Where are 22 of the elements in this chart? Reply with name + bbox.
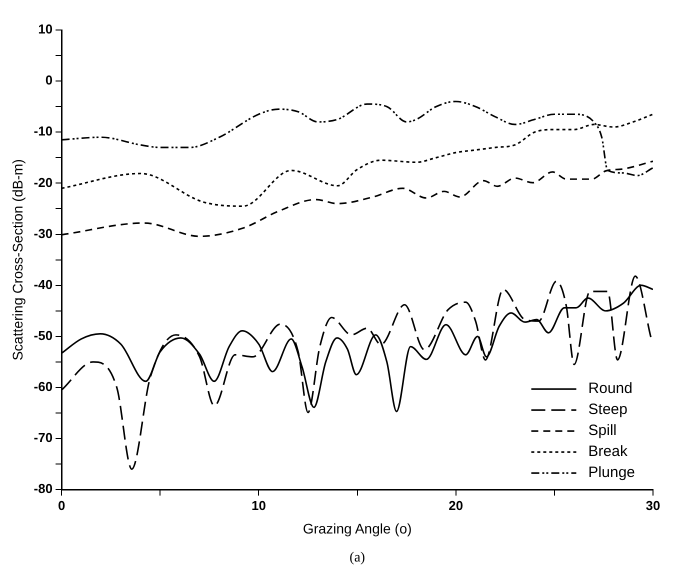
y-tick-label: -80 [34, 481, 53, 496]
y-tick-label: -30 [34, 226, 53, 241]
y-tick-label: 10 [38, 22, 53, 37]
y-tick-label: -60 [34, 379, 53, 394]
y-axis-title: Scattering Cross-Section (dB-m) [9, 159, 26, 361]
y-tick-label: -20 [34, 174, 53, 190]
legend-label: Steep [588, 401, 628, 418]
y-tick-label: 0 [45, 72, 53, 88]
legend-label: Plunge [588, 464, 636, 482]
y-tick-label: -10 [34, 124, 53, 139]
x-tick-label: 30 [646, 498, 660, 513]
y-tick-label: -50 [34, 328, 53, 343]
x-tick-label: 20 [448, 498, 464, 513]
legend-label: Spill [588, 422, 617, 440]
x-tick-label: 0 [58, 498, 66, 513]
legend-label: Round [588, 380, 632, 398]
text: (a) [350, 550, 366, 566]
y-tick-label: -40 [34, 276, 53, 292]
x-axis-title: Grazing Angle (o) [302, 520, 412, 536]
x-tick-label: 10 [251, 498, 266, 513]
y-tick-label: -70 [34, 430, 53, 446]
legend-label: Break [588, 443, 628, 460]
